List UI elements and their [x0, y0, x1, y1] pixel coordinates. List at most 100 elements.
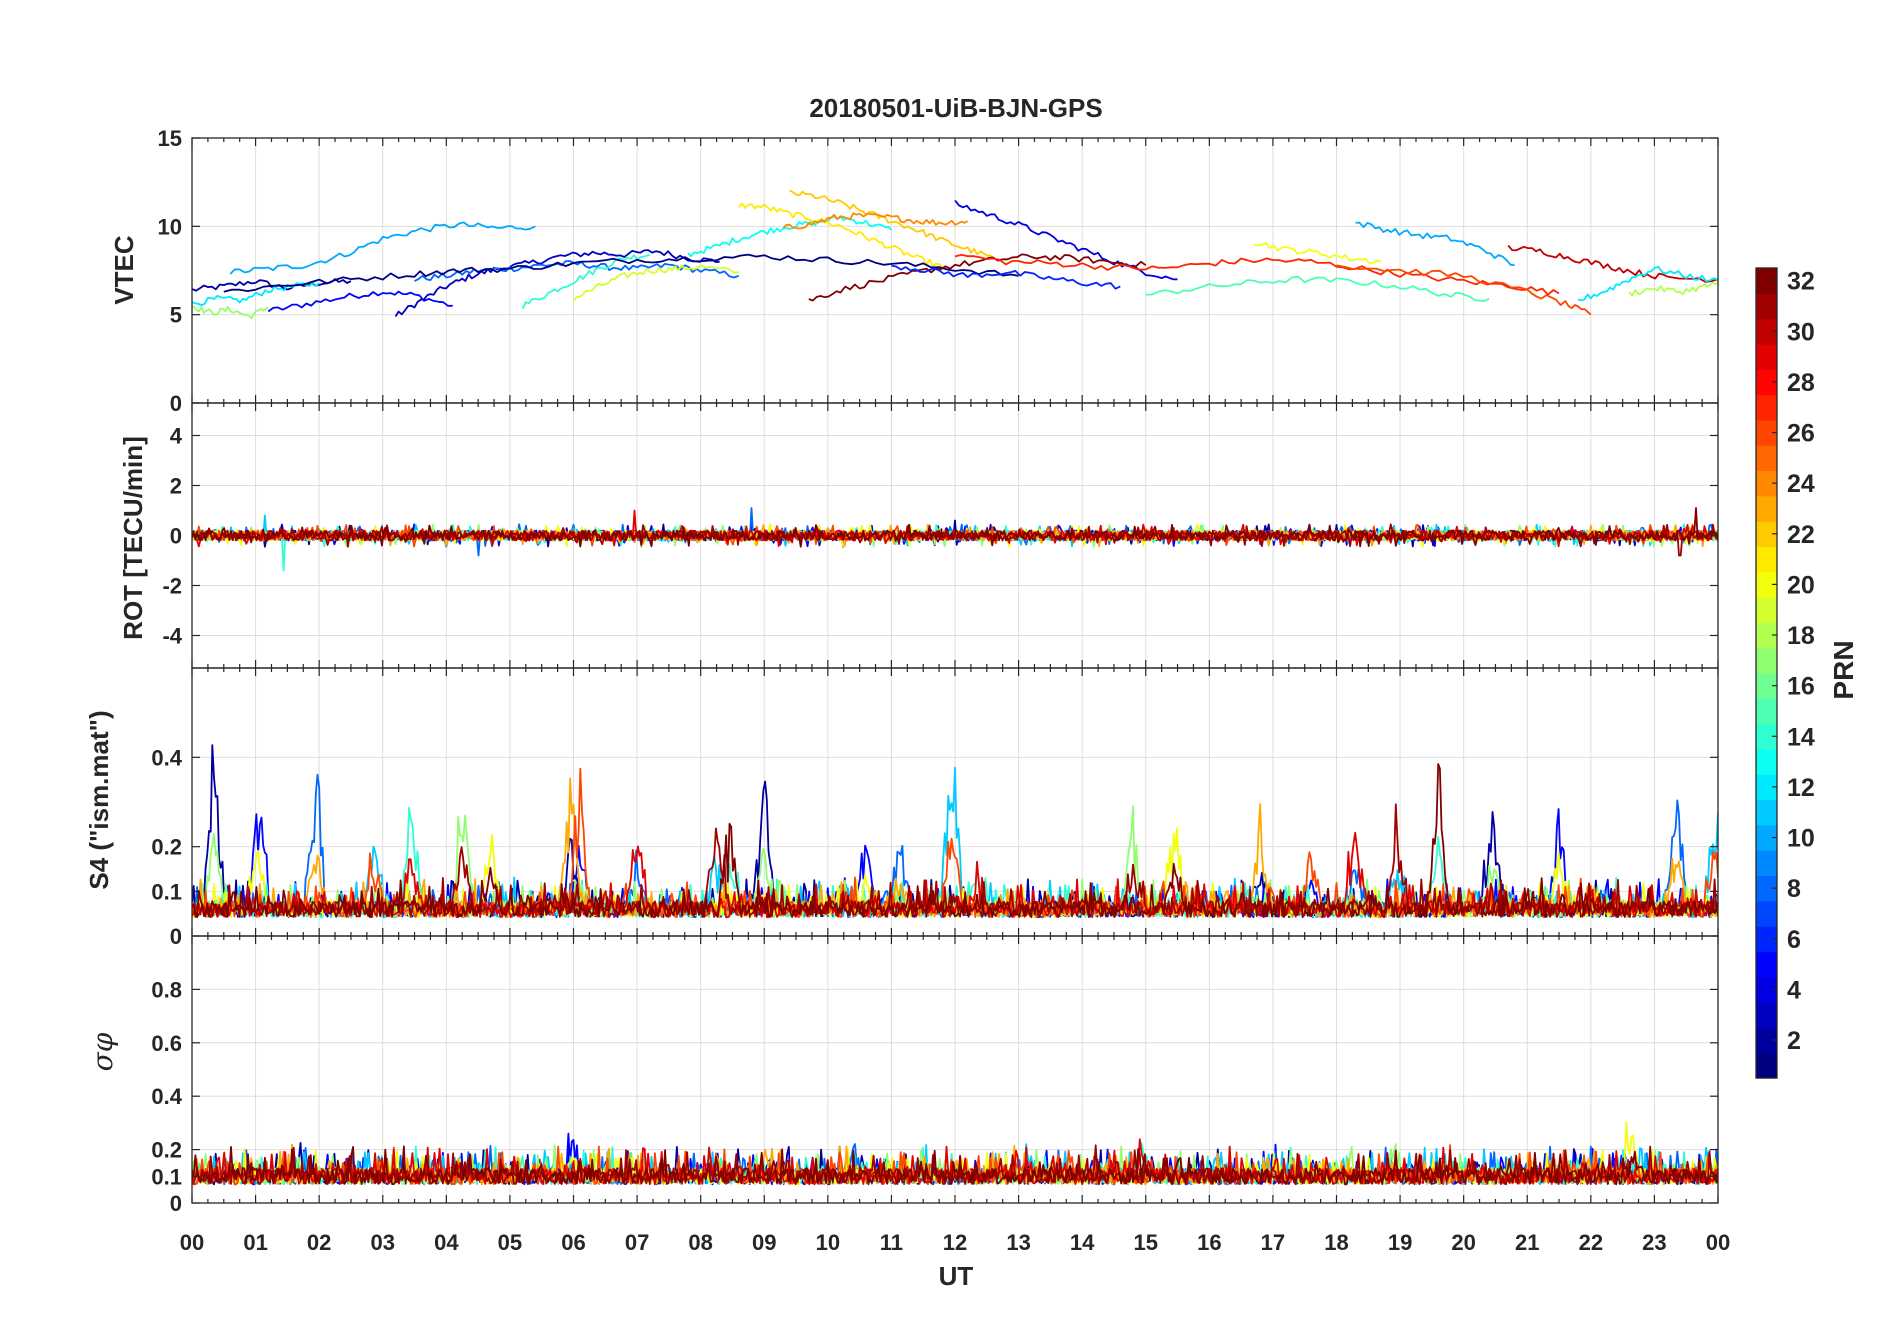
s4-panel: 0 0.1 0.2 0.4	[151, 667, 1719, 949]
colorbar-segment	[1756, 571, 1777, 598]
vtec-series-prn-3	[394, 249, 720, 317]
colorbar-segment	[1756, 951, 1777, 978]
x-tick-label: 08	[688, 1230, 712, 1255]
x-tick-label: 17	[1261, 1230, 1285, 1255]
colorbar-frame	[1755, 267, 1778, 1079]
x-tick-label: 03	[371, 1230, 395, 1255]
colorbar-tick-label: 8	[1787, 875, 1801, 903]
y-tick-label: 4	[170, 424, 183, 449]
ticks: 00.10.2 0.4 0.6 0.8	[151, 936, 1719, 1216]
colorbar-segment	[1756, 597, 1777, 623]
colorbar-segment	[1756, 521, 1777, 548]
colorbar-tick-label: 16	[1787, 673, 1815, 701]
colorbar-tick-label: 26	[1787, 420, 1815, 448]
colorbar-tick-label: 32	[1787, 268, 1815, 296]
y-tick-label: 0.8	[151, 977, 182, 1002]
x-tick-label: 15	[1134, 1230, 1158, 1255]
colorbar-segment	[1756, 293, 1777, 320]
colorbar-segment	[1756, 799, 1777, 826]
rot-panel: -4 -2 0 2 4	[162, 402, 1719, 669]
x-tick-label: 04	[434, 1230, 459, 1255]
x-tick-label: 23	[1642, 1230, 1666, 1255]
x-tick-label: 05	[498, 1230, 522, 1255]
x-tick-label: 02	[307, 1230, 331, 1255]
y-tick-label: 0.4	[151, 1084, 182, 1109]
colorbar-segment	[1756, 419, 1777, 446]
y-tick-label: -2	[162, 574, 182, 599]
vtec-series-prn-32	[808, 253, 1147, 302]
x-tick-label: 06	[561, 1230, 585, 1255]
colorbar-segment	[1756, 976, 1777, 1003]
y-tick-label: 0.6	[151, 1031, 182, 1056]
s4-axis-label-s: S4 ("ism.mat")	[84, 710, 114, 889]
x-tick-label: 19	[1388, 1230, 1412, 1255]
ticks: 0 5 10 15	[158, 126, 1719, 416]
x-tick-label: 11	[880, 1230, 903, 1255]
colorbar-tick-label: 14	[1787, 723, 1815, 751]
x-tick-label: 00	[1706, 1230, 1730, 1255]
x-tick-label: 12	[943, 1230, 967, 1255]
colorbar-segment	[1756, 900, 1777, 927]
vtec-series-prn-5	[267, 290, 453, 313]
colorbar-segment	[1756, 875, 1777, 902]
colorbar-tick-label: 22	[1787, 521, 1815, 549]
vtec-series-prn-18	[1628, 282, 1718, 297]
x-tick-label: 10	[816, 1230, 840, 1255]
vtec-series-prn-10	[229, 221, 536, 275]
vtec-axis-label: VTEC	[109, 235, 139, 305]
x-tick-label: 13	[1006, 1230, 1030, 1255]
vtec-series-prn-15	[1145, 275, 1490, 302]
y-tick-label: 0.1	[151, 1164, 182, 1189]
y-tick-label: 2	[170, 474, 182, 499]
colorbar-segment	[1756, 647, 1777, 674]
vtec-series-prn-6	[891, 264, 1121, 290]
colorbar-segment	[1756, 445, 1777, 472]
vtec-series-prn-27	[954, 253, 1560, 296]
x-tick-label: 14	[1070, 1230, 1095, 1255]
colorbar-segment	[1756, 698, 1777, 725]
colorbar-tick-label: 30	[1787, 318, 1815, 346]
vtec-series-prn-4	[954, 199, 1178, 281]
vtec-series-prn-2	[192, 278, 352, 292]
traces	[192, 507, 1718, 572]
vtec-series-prn-20	[1253, 242, 1382, 264]
colorbar-segment	[1756, 824, 1777, 851]
y-tick-label: 0.2	[151, 835, 182, 860]
vtec-series-prn-26	[1336, 264, 1592, 316]
colorbar-segment	[1756, 748, 1777, 775]
colorbar-segment	[1756, 343, 1777, 370]
y-tick-label: 0	[170, 391, 182, 416]
colorbar-segment	[1756, 268, 1777, 294]
y-tick-label: 0.4	[151, 745, 182, 770]
y-tick-label: 10	[158, 214, 182, 239]
y-tick-label: 5	[170, 303, 182, 328]
s4-series-prn-31	[192, 803, 1718, 919]
ticks: -4 -2 0 2 4	[162, 403, 1719, 668]
s4-axis-label: S4 ("ism.mat")	[84, 710, 114, 889]
x-tick-label: 09	[752, 1230, 776, 1255]
vtec-series-prn-13	[687, 215, 893, 258]
vtec-series-prn-19	[572, 264, 739, 302]
x-tick-label: 16	[1197, 1230, 1221, 1255]
vtec-series-prn-17	[192, 305, 269, 320]
y-tick-label: 0	[170, 524, 182, 549]
colorbar-segment	[1756, 926, 1777, 953]
sigma-phi-axis-label: σφ	[86, 1032, 119, 1071]
vtec-series-prn-12	[1577, 265, 1718, 302]
colorbar-segment	[1756, 546, 1777, 573]
colorbar-tick-label: 10	[1787, 825, 1815, 853]
y-tick-label: 0.1	[151, 879, 182, 904]
colorbar-segment	[1756, 1027, 1777, 1054]
colorbar-tick-label: 4	[1787, 976, 1801, 1004]
colorbar-segment	[1756, 774, 1777, 801]
colorbar-segment	[1756, 369, 1777, 396]
figure-title: 20180501-UiB-BJN-GPS	[809, 93, 1102, 123]
colorbar-label: PRN	[1828, 640, 1859, 699]
colorbar-tick-label: 24	[1787, 470, 1815, 498]
vtec-series-prn-1	[223, 253, 1019, 293]
x-tick-label: 22	[1579, 1230, 1603, 1255]
x-tick-label: 07	[625, 1230, 649, 1255]
s4-series-prn-32	[192, 763, 1718, 919]
y-tick-label: 0.2	[151, 1138, 182, 1163]
